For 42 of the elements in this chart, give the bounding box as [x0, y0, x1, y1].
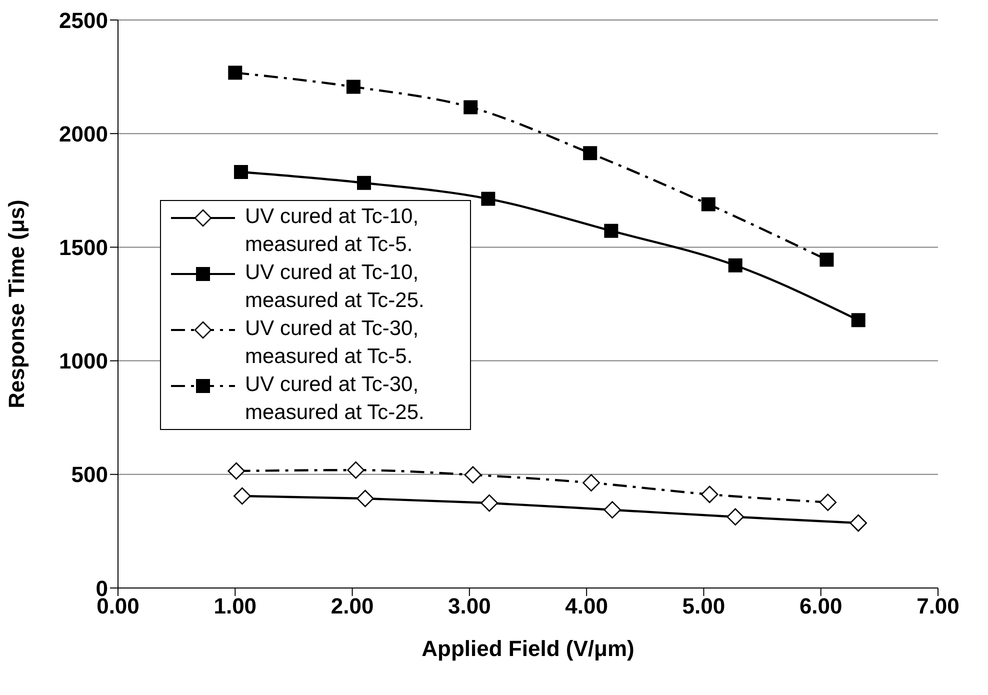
point: [701, 197, 716, 212]
x-tick-label: 1.00: [214, 594, 257, 619]
x-tick-label: 3.00: [448, 594, 491, 619]
point: [604, 501, 621, 518]
point: [700, 486, 718, 504]
point: [850, 514, 867, 532]
x-tick-label: 4.00: [565, 594, 608, 619]
legend-label: UV cured at Tc-30, measured at Tc-5.: [245, 316, 420, 370]
y-tick-label: 500: [71, 462, 108, 488]
y-tick-label: 1500: [59, 235, 108, 260]
point: [228, 66, 242, 80]
y-axis-title: Response Time (μs): [4, 200, 29, 408]
y-tick-label: 2500: [59, 8, 108, 33]
point: [234, 487, 251, 505]
point: [819, 494, 837, 511]
point: [582, 474, 600, 492]
x-tick-label: 6.00: [799, 594, 842, 619]
point: [234, 164, 248, 179]
x-axis-title: Applied Field (V/μm): [422, 636, 634, 661]
point: [347, 461, 364, 479]
legend-label: UV cured at Tc-30, measured at Tc-25.: [245, 372, 426, 426]
y-tick-label: 1000: [59, 348, 108, 374]
x-tick-label: 7.00: [916, 594, 960, 619]
point: [820, 252, 834, 267]
point: [346, 80, 360, 94]
point: [464, 100, 478, 114]
x-tick-label: 2.00: [330, 594, 374, 619]
point: [357, 176, 371, 190]
point: [464, 466, 482, 484]
point: [228, 462, 245, 480]
point: [480, 494, 498, 512]
point: [851, 313, 866, 328]
x-tick-label: 5.00: [682, 594, 726, 619]
point: [728, 258, 742, 272]
legend-label: UV cured at Tc-10, measured at Tc-25.: [245, 260, 426, 314]
point: [356, 490, 374, 508]
point: [726, 508, 744, 526]
point: [583, 146, 598, 160]
point: [604, 224, 618, 238]
legend-label: UV cured at Tc-10, measured at Tc-5.: [245, 204, 420, 258]
y-tick-label: 2000: [59, 121, 108, 146]
point: [481, 192, 496, 206]
